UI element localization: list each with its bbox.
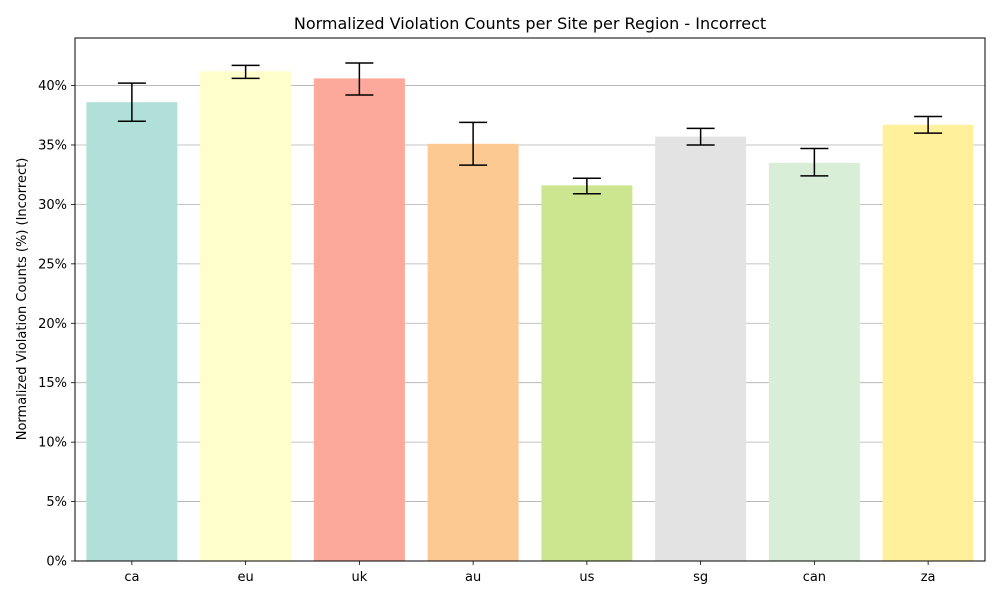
y-tick-label: 15% [38,376,67,391]
y-tick-label: 30% [38,198,67,213]
y-axis-label: Normalized Violation Counts (%) (Incorre… [15,158,30,441]
y-tick-label: 10% [38,436,67,451]
bar-uk [313,78,405,561]
bar-sg [655,136,747,562]
x-tick-label-can: can [803,570,826,585]
bar-au [427,143,519,561]
y-tick-label: 0% [46,555,67,570]
axes [71,37,986,565]
y-tick-label: 5% [46,495,67,510]
plot-frame [74,37,986,562]
bars [86,71,974,562]
error-bars [117,62,943,195]
x-tick-label-za: za [921,570,936,585]
y-tick-label: 35% [38,138,67,153]
y-tick-label: 20% [38,317,67,332]
bar-za [882,124,974,562]
tick-labels: 0% 5% 10% 15% 20% 25% 30% 35% 40% ca eu uk au us sg can… [38,79,935,585]
bar-us [541,185,633,561]
x-tick-label-uk: uk [351,570,367,585]
bar-eu [200,71,292,562]
x-tick-label-sg: sg [693,570,708,585]
x-tick-label-eu: eu [238,570,254,585]
x-tick-label-us: us [579,570,594,585]
x-tick-label-ca: ca [124,570,139,585]
y-tick-label: 40% [38,79,67,94]
y-tick-label: 25% [38,257,67,272]
x-tick-label-au: au [465,570,481,585]
chart-title: Normalized Violation Counts per Site per… [294,14,766,33]
bar-ca [86,102,178,561]
bar-can [768,162,860,561]
